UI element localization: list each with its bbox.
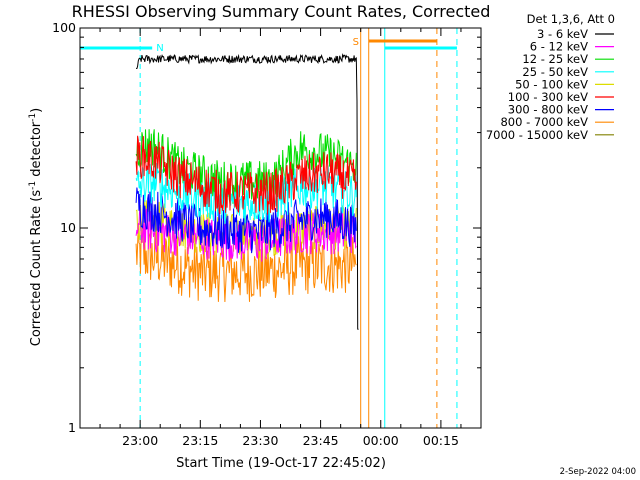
legend-label: 25 - 50 keV xyxy=(522,65,588,79)
legend-label: 7000 - 15000 keV xyxy=(486,128,588,142)
legend-header: Det 1,3,6, Att 0 xyxy=(527,12,615,26)
x-tick-label: 23:45 xyxy=(303,433,339,448)
x-tick-label: 23:30 xyxy=(242,433,278,448)
plot-area: NS xyxy=(79,28,458,428)
legend-label: 100 - 300 keV xyxy=(508,90,588,104)
footer-date: 2-Sep-2022 04:00 xyxy=(560,467,636,477)
x-axis-label: Start Time (19-Oct-17 22:45:02) xyxy=(176,456,386,471)
y-axis-label: Corrected Count Rate (s-1 detector-1) xyxy=(28,108,44,346)
y-tick-label: 10 xyxy=(60,220,76,235)
flag-label-s: S xyxy=(353,37,359,48)
legend-label: 3 - 6 keV xyxy=(537,27,588,41)
legend-label: 12 - 25 keV xyxy=(522,52,588,66)
legend-label: 6 - 12 keV xyxy=(530,40,588,54)
series-line xyxy=(135,135,357,215)
series-line xyxy=(135,223,357,303)
axes: 1 10 100 23:00 23:15 23:30 23:45 00:00 00:15 xyxy=(52,20,482,448)
chart-title: RHESSI Observing Summary Count Rates, Co… xyxy=(72,2,491,21)
series-line xyxy=(136,53,359,330)
x-tick-label: 23:00 xyxy=(122,433,158,448)
series-line xyxy=(135,187,357,254)
legend-label: 300 - 800 keV xyxy=(508,103,588,117)
legend-label: 800 - 7000 keV xyxy=(500,115,588,129)
x-tick-label: 00:15 xyxy=(423,433,459,448)
legend-label: 50 - 100 keV xyxy=(515,77,588,91)
flag-label-n: N xyxy=(156,43,163,54)
x-tick-label: 23:15 xyxy=(182,433,218,448)
y-tick-label: 1 xyxy=(68,420,76,435)
series-line xyxy=(135,162,357,224)
series-line xyxy=(135,129,357,204)
x-tick-label: 00:00 xyxy=(363,433,399,448)
y-tick-label: 100 xyxy=(52,20,76,35)
